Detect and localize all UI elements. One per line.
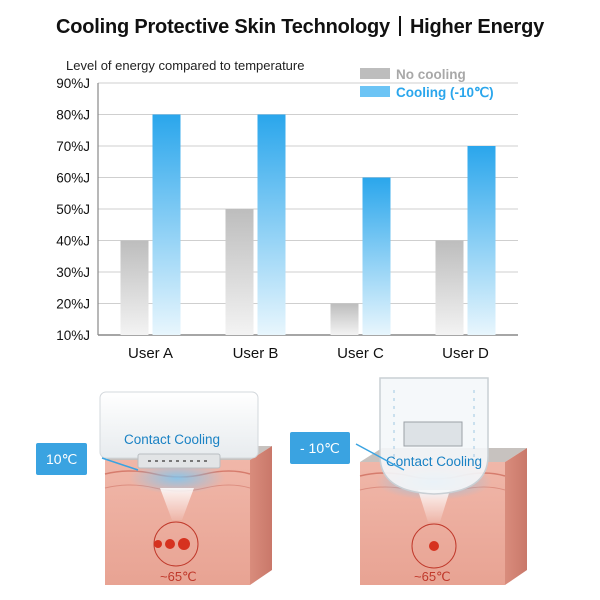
bar-cooling	[152, 114, 181, 335]
right-temperature-label: ~65℃	[414, 569, 451, 584]
title-right: Higher Energy	[409, 16, 545, 38]
y-tick-label: 50%J	[56, 202, 90, 217]
left-probe-body	[99, 391, 259, 459]
y-tick-label: 40%J	[56, 234, 90, 249]
y-tick-label: 80%J	[56, 108, 90, 123]
left-skin-side	[250, 446, 272, 585]
x-tick-label: User A	[128, 345, 173, 362]
bar-no-cooling	[435, 240, 464, 335]
x-tick-label: User D	[442, 345, 489, 362]
right-skin-side	[505, 448, 527, 585]
x-axis-ticks: User A User B User C User D	[128, 345, 489, 362]
bar-cooling	[467, 146, 496, 335]
y-axis-ticks: 10%J 20%J 30%J 40%J 50%J 60%J 70%J 80%J 90%J	[56, 76, 90, 343]
right-energy-beam	[418, 490, 450, 522]
left-probe: Contact Cooling	[99, 391, 259, 471]
right-caption: Contact Cooling	[386, 454, 482, 469]
y-tick-label: 10%J	[56, 328, 90, 343]
energy-bar-chart: Level of energy compared to temperature …	[56, 58, 518, 362]
chart-title: Level of energy compared to temperature	[66, 58, 304, 73]
right-target-ring	[411, 523, 457, 569]
title-left: Cooling Protective Skin Technology	[55, 16, 390, 38]
left-temperature-label: ~65℃	[160, 569, 197, 584]
legend-label: Cooling (-10℃)	[396, 85, 494, 100]
chart-bars	[120, 114, 496, 335]
left-energy-beam	[160, 488, 194, 520]
left-hot-spot	[178, 538, 190, 550]
left-temperature-callout: 10℃	[36, 443, 88, 475]
legend-label: No cooling	[396, 67, 466, 82]
x-tick-label: User B	[233, 345, 279, 362]
right-callout-pointer	[355, 443, 405, 471]
bar-cooling	[362, 177, 391, 335]
left-hot-spot	[165, 539, 175, 549]
y-tick-label: 20%J	[56, 297, 90, 312]
y-tick-label: 70%J	[56, 139, 90, 154]
x-tick-label: User C	[337, 345, 384, 362]
left-callout-pointer	[101, 457, 139, 471]
y-tick-label: 60%J	[56, 171, 90, 186]
right-hot-spot	[429, 541, 439, 551]
left-caption: Contact Cooling	[124, 432, 220, 447]
right-temperature-callout: - 10℃	[290, 432, 350, 464]
legend-swatch-cooling	[360, 86, 390, 97]
bar-no-cooling	[225, 209, 254, 335]
left-cooling-glow	[129, 462, 225, 494]
right-probe-window	[403, 421, 463, 447]
cooling-illustration: ~65℃ Contact Cooling ~65℃ Contact Coolin…	[99, 377, 527, 585]
bar-cooling	[257, 114, 286, 335]
y-tick-label: 30%J	[56, 265, 90, 280]
bar-no-cooling	[120, 240, 149, 335]
title-separator	[398, 16, 401, 36]
chart-legend: No cooling Cooling (-10℃)	[360, 67, 494, 100]
page-title: Cooling Protective Skin Technology Higher…	[0, 16, 600, 39]
right-probe: Contact Cooling	[355, 377, 489, 495]
legend-swatch-no-cooling	[360, 68, 390, 79]
left-hot-spot	[154, 540, 162, 548]
bar-no-cooling	[330, 303, 359, 335]
y-tick-label: 90%J	[56, 76, 90, 91]
